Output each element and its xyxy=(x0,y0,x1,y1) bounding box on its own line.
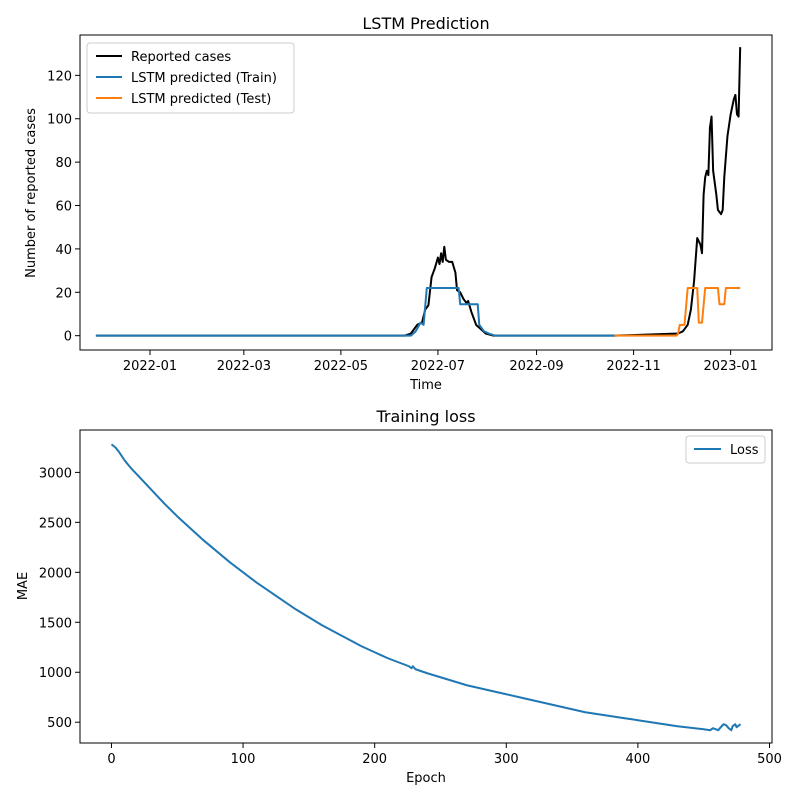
chart-training-loss: Training loss 0 100 200 300 400 500 500 1000 15… xyxy=(16,407,782,786)
legend-entry: Reported cases xyxy=(131,50,231,65)
x-tick-label: 2022-05 xyxy=(314,359,368,374)
x-tick-label: 0 xyxy=(107,752,115,767)
x-tick-label: 2022-03 xyxy=(217,359,271,374)
series-line-0 xyxy=(110,443,742,732)
legend-entry: Loss xyxy=(730,443,759,458)
y-axis: 0 20 40 60 80 100 120 xyxy=(47,69,80,345)
x-tick-label: 2023-01 xyxy=(703,359,757,374)
y-tick-label: 40 xyxy=(55,243,72,258)
legend: Reported cases LSTM predicted (Train) LS… xyxy=(86,42,295,114)
y-tick-label: 20 xyxy=(55,286,72,301)
chart-title: Training loss xyxy=(375,407,475,426)
x-tick-label: 300 xyxy=(494,752,519,767)
y-tick-label: 2500 xyxy=(39,516,72,531)
legend-frame xyxy=(86,42,295,114)
x-axis-label: Epoch xyxy=(406,771,446,786)
x-tick-label: 2022-09 xyxy=(509,359,563,374)
y-tick-label: 100 xyxy=(47,113,72,128)
chart-title: LSTM Prediction xyxy=(362,14,489,33)
y-axis-label: MAE xyxy=(16,572,31,600)
legend: Loss xyxy=(685,435,766,464)
x-axis-label: Time xyxy=(409,378,442,393)
y-tick-label: 1500 xyxy=(39,616,72,631)
x-axis: 0 100 200 300 400 500 xyxy=(107,743,782,767)
y-tick-label: 60 xyxy=(55,200,72,215)
x-tick-label: 400 xyxy=(625,752,650,767)
series-line-1 xyxy=(95,286,615,337)
x-tick-label: 100 xyxy=(231,752,256,767)
y-tick-label: 80 xyxy=(55,156,72,171)
legend-frame xyxy=(685,435,766,464)
plot-area xyxy=(95,47,742,337)
legend-entry: LSTM predicted (Train) xyxy=(131,71,277,86)
chart-lstm-prediction: LSTM Prediction 2022-01 2022-03 2022-05 202… xyxy=(24,14,773,393)
plot-area xyxy=(110,443,742,732)
y-tick-label: 2000 xyxy=(39,566,72,581)
y-tick-label: 120 xyxy=(47,69,72,84)
y-axis-label: Number of reported cases xyxy=(24,108,39,278)
y-tick-label: 1000 xyxy=(39,666,72,681)
x-tick-label: 2022-11 xyxy=(606,359,660,374)
y-tick-label: 500 xyxy=(47,716,72,731)
x-tick-label: 2022-07 xyxy=(411,359,465,374)
legend-entry: LSTM predicted (Test) xyxy=(131,92,271,107)
series-line-2 xyxy=(614,286,741,337)
y-axis: 500 1000 1500 2000 2500 3000 xyxy=(39,466,80,731)
x-tick-label: 200 xyxy=(362,752,387,767)
axes-frame xyxy=(79,429,773,744)
x-tick-label: 500 xyxy=(757,752,782,767)
x-tick-label: 2022-01 xyxy=(123,359,177,374)
y-tick-label: 3000 xyxy=(39,466,72,481)
y-tick-label: 0 xyxy=(64,330,72,345)
x-axis: 2022-01 2022-03 2022-05 2022-07 2022-09 2022-… xyxy=(123,350,758,374)
axes-frame xyxy=(79,34,773,351)
